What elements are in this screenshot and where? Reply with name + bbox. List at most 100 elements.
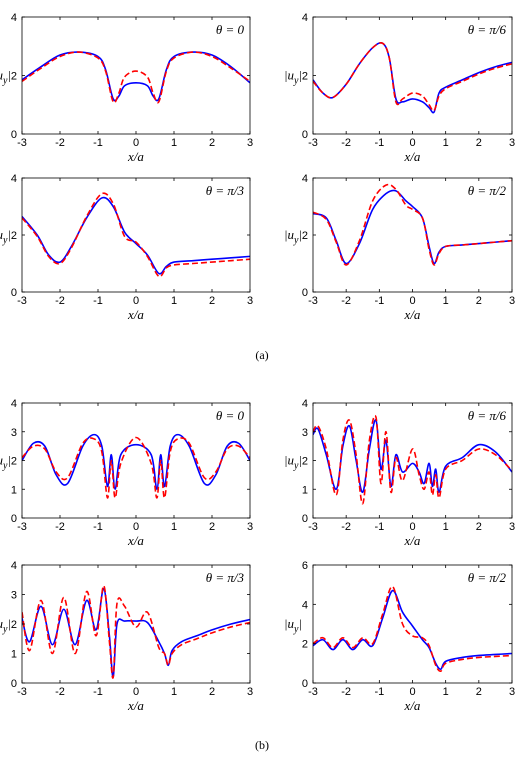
y-tick-label: 2	[11, 71, 17, 83]
x-tick-label: -2	[341, 295, 351, 307]
x-tick-label: 3	[247, 295, 253, 307]
y-tick-label: 0	[11, 678, 17, 690]
y-axis-label: |uy|	[0, 616, 11, 635]
x-tick-label: 2	[476, 686, 482, 698]
series-line-solid	[22, 51, 250, 102]
x-tick-label: 2	[209, 686, 215, 698]
x-tick-label: -3	[308, 521, 318, 533]
y-axis-label: |uy|	[0, 68, 11, 87]
y-axis-label: |uy|	[0, 453, 11, 472]
series-line-dashed	[313, 414, 512, 505]
series-line-dashed	[22, 51, 250, 104]
y-tick-label: 4	[11, 398, 17, 410]
panel-title: θ = π/3	[206, 183, 245, 198]
x-tick-label: -1	[374, 521, 384, 533]
y-tick-label: 4	[302, 173, 308, 185]
series-line-dashed	[22, 584, 250, 679]
x-tick-label: -3	[308, 137, 318, 149]
x-axis-label: x/a	[127, 533, 144, 548]
series-line-dashed	[313, 42, 512, 112]
x-tick-label: -2	[55, 686, 65, 698]
y-tick-label: 2	[302, 230, 308, 242]
x-tick-label: 1	[443, 295, 449, 307]
y-tick-label: 1	[302, 484, 308, 496]
x-tick-label: 0	[409, 137, 415, 149]
y-tick-label: 0	[302, 129, 308, 141]
x-tick-label: -1	[93, 137, 103, 149]
x-tick-label: 3	[509, 686, 515, 698]
x-tick-label: -2	[55, 295, 65, 307]
x-tick-label: -1	[374, 686, 384, 698]
y-tick-label: 0	[11, 513, 17, 525]
x-tick-label: -3	[17, 521, 27, 533]
x-tick-label: 0	[409, 295, 415, 307]
y-tick-label: 3	[11, 427, 17, 439]
x-axis-label: x/a	[127, 698, 144, 713]
x-tick-label: -1	[374, 295, 384, 307]
x-axis-label: x/a	[404, 307, 421, 322]
y-tick-label: 4	[302, 599, 308, 611]
x-tick-label: -3	[17, 295, 27, 307]
x-tick-label: -2	[55, 521, 65, 533]
x-tick-label: 2	[476, 295, 482, 307]
y-tick-label: 4	[11, 12, 17, 24]
x-tick-label: 3	[509, 295, 515, 307]
series-line-solid	[22, 196, 250, 275]
caption-b: (b)	[255, 738, 269, 752]
x-tick-label: 0	[133, 521, 139, 533]
x-tick-label: -3	[308, 295, 318, 307]
series-line-solid	[22, 587, 250, 678]
x-tick-label: 0	[133, 295, 139, 307]
x-tick-label: 2	[209, 521, 215, 533]
x-tick-label: 0	[409, 521, 415, 533]
x-tick-label: -3	[308, 686, 318, 698]
y-tick-label: 4	[302, 398, 308, 410]
x-axis-label: x/a	[127, 307, 144, 322]
chart-panel-6: -3 -2 -1 0 1 2 3 0 1 2 3 4 x/a |uy| θ = π/6	[284, 398, 515, 548]
x-tick-label: -2	[341, 137, 351, 149]
x-tick-label: 1	[171, 295, 177, 307]
x-axis-label: x/a	[404, 533, 421, 548]
x-tick-label: -3	[17, 137, 27, 149]
x-axis-label: x/a	[404, 698, 421, 713]
x-tick-label: 0	[409, 686, 415, 698]
series-line-solid	[313, 419, 512, 493]
chart-panel-5: -3 -2 -1 0 1 2 3 0 1 2 3 4 x/a |uy| θ = 0	[0, 398, 253, 548]
y-tick-label: 2	[302, 639, 308, 651]
x-tick-label: 0	[133, 137, 139, 149]
x-tick-label: 1	[171, 137, 177, 149]
y-axis-label: |uy|	[0, 227, 11, 246]
x-tick-label: -2	[55, 137, 65, 149]
y-tick-label: 6	[302, 560, 308, 572]
x-tick-label: 1	[171, 521, 177, 533]
x-tick-label: 3	[247, 137, 253, 149]
y-tick-label: 3	[11, 590, 17, 602]
y-tick-label: 0	[11, 287, 17, 299]
y-tick-label: 0	[302, 287, 308, 299]
x-tick-label: 1	[443, 137, 449, 149]
chart-panel-1: -3 -2 -1 0 1 2 3 0 2 4 x/a |uy| θ = 0	[0, 12, 253, 164]
x-tick-label: 2	[476, 521, 482, 533]
x-tick-label: -1	[374, 137, 384, 149]
y-axis-label: |uy|	[284, 68, 302, 87]
y-axis-label: |uy|	[284, 453, 302, 472]
x-tick-label: 0	[133, 686, 139, 698]
x-tick-label: -3	[17, 686, 27, 698]
y-tick-label: 2	[11, 619, 17, 631]
chart-panel-3: -3 -2 -1 0 1 2 3 0 2 4 x/a |uy| θ = π/3	[0, 173, 253, 322]
x-tick-label: 1	[171, 686, 177, 698]
x-tick-label: -1	[93, 295, 103, 307]
x-tick-label: -1	[93, 521, 103, 533]
y-tick-label: 4	[11, 173, 17, 185]
y-tick-label: 2	[302, 71, 308, 83]
chart-panel-8: -3 -2 -1 0 1 2 3 0 2 4 6 x/a |uy| θ = π/2	[284, 560, 515, 713]
y-tick-label: 3	[302, 427, 308, 439]
series-line-dashed	[22, 192, 250, 278]
x-axis-label: x/a	[404, 149, 421, 164]
series-line-dashed	[313, 183, 512, 266]
caption-a: (a)	[255, 348, 268, 362]
x-tick-label: 3	[247, 521, 253, 533]
y-tick-label: 4	[11, 560, 17, 572]
panel-title: θ = 0	[216, 22, 245, 37]
